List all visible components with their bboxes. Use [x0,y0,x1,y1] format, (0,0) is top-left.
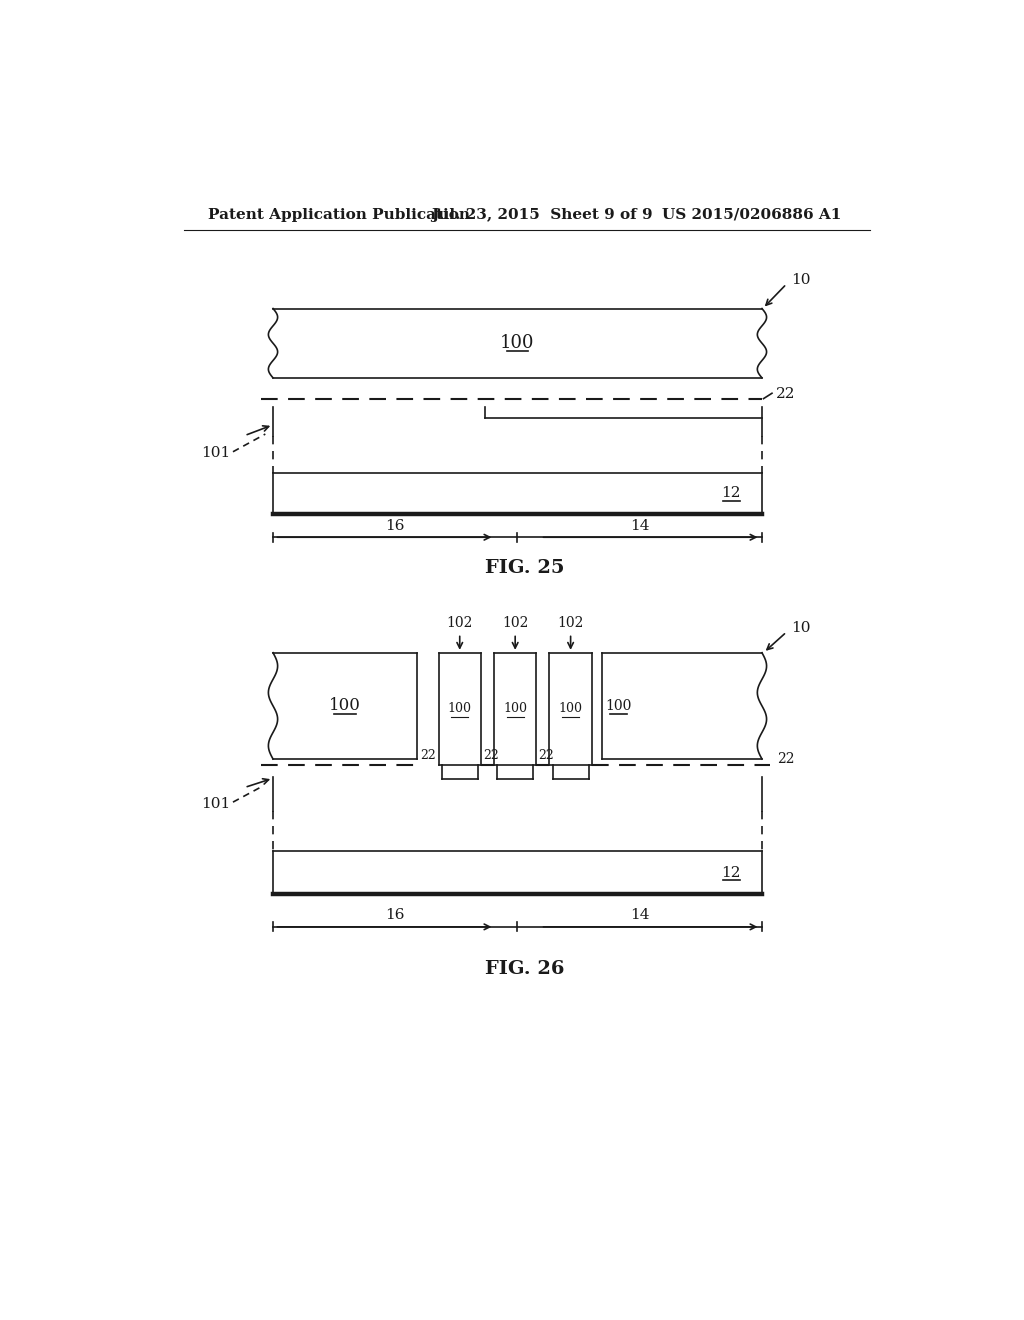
Text: FIG. 26: FIG. 26 [485,960,564,978]
Text: 16: 16 [385,519,406,533]
Text: 14: 14 [630,908,649,923]
Text: 100: 100 [559,702,583,715]
Text: 12: 12 [722,866,741,879]
Text: 100: 100 [501,334,535,352]
Text: 102: 102 [446,616,473,631]
Text: 16: 16 [385,908,406,923]
Text: 101: 101 [202,446,230,459]
Text: 22: 22 [483,750,499,763]
Text: 22: 22 [420,750,436,763]
Text: FIG. 25: FIG. 25 [485,560,564,577]
Text: 100: 100 [605,698,632,713]
Text: 22: 22 [777,752,795,766]
Text: 100: 100 [503,702,527,715]
Text: 100: 100 [329,697,360,714]
Text: 101: 101 [202,797,230,810]
Text: 14: 14 [630,519,649,533]
Text: 100: 100 [447,702,472,715]
Text: 22: 22 [776,387,796,401]
Text: US 2015/0206886 A1: US 2015/0206886 A1 [662,207,842,222]
Text: 10: 10 [792,622,811,635]
Text: 102: 102 [557,616,584,631]
Text: Patent Application Publication: Patent Application Publication [208,207,470,222]
Text: 12: 12 [722,486,741,500]
Text: 10: 10 [792,273,811,286]
Text: Jul. 23, 2015  Sheet 9 of 9: Jul. 23, 2015 Sheet 9 of 9 [431,207,652,222]
Text: 102: 102 [502,616,528,631]
Text: 22: 22 [539,750,554,763]
